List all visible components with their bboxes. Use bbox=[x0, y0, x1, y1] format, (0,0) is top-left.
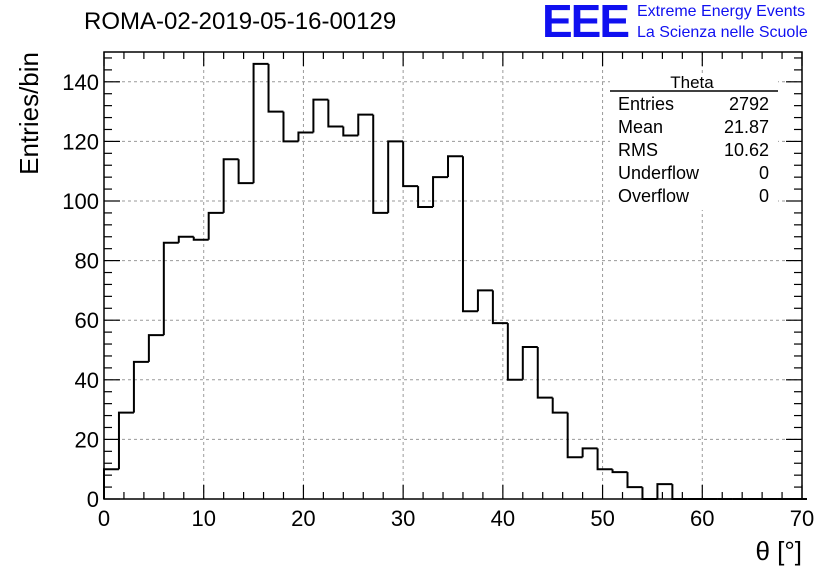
histogram-bin bbox=[342, 126, 359, 137]
histogram-bin bbox=[641, 487, 658, 500]
x-axis-label: θ [°] bbox=[755, 536, 802, 566]
stats-title: Theta bbox=[670, 73, 714, 92]
logo-subtitle-1: Extreme Energy Events bbox=[637, 3, 806, 20]
histogram-bin bbox=[506, 323, 523, 381]
histogram-bin bbox=[461, 156, 478, 313]
histogram-bin bbox=[551, 397, 568, 414]
eee-logo: EEE bbox=[542, 0, 630, 47]
stats-row-label: Entries bbox=[618, 94, 674, 114]
histogram-bin bbox=[252, 62, 269, 184]
y-tick-label: 80 bbox=[75, 249, 99, 274]
histogram-bin bbox=[671, 484, 688, 500]
histogram-bin bbox=[566, 412, 583, 459]
y-axis-label: Entries/bin bbox=[14, 52, 44, 175]
histogram-bin bbox=[372, 114, 389, 214]
histogram-bin bbox=[417, 186, 434, 208]
stats-row-label: Overflow bbox=[618, 186, 690, 206]
histogram-bin bbox=[132, 360, 149, 413]
histogram-bin bbox=[432, 176, 449, 207]
x-tick-label: 10 bbox=[191, 506, 215, 531]
x-tick-label: 40 bbox=[491, 506, 515, 531]
histogram-bin bbox=[147, 334, 164, 362]
histogram-bin bbox=[596, 448, 613, 471]
y-tick-label: 40 bbox=[75, 368, 99, 393]
y-tick-label: 120 bbox=[62, 129, 99, 154]
histogram-bin bbox=[117, 411, 134, 470]
y-tick-label: 140 bbox=[62, 70, 99, 95]
x-tick-label: 20 bbox=[291, 506, 315, 531]
axes: 0 10 20 30 40 50 60 70 0 20 40 60 80 100 120 140 θ [°] En… bbox=[14, 51, 814, 566]
histogram-bin bbox=[626, 472, 643, 489]
stats-box: Theta Entries 2792 Mean 21.87 RMS 10.62 Underfl… bbox=[610, 73, 778, 210]
x-tick-label: 0 bbox=[98, 506, 110, 531]
stats-row-value: 0 bbox=[759, 163, 769, 183]
stats-row-label: Mean bbox=[618, 117, 663, 137]
histogram-bin bbox=[192, 236, 209, 241]
histogram-bin bbox=[611, 469, 628, 474]
histogram-bin bbox=[327, 99, 344, 128]
histogram-bin bbox=[476, 289, 493, 312]
y-tick-label: 100 bbox=[62, 189, 99, 214]
x-tick-label: 60 bbox=[690, 506, 714, 531]
histogram-bin bbox=[357, 113, 374, 136]
histogram-bin bbox=[237, 159, 254, 185]
histogram-bin bbox=[162, 241, 179, 336]
histogram-bin bbox=[536, 347, 553, 399]
y-tick-label: 60 bbox=[75, 308, 99, 333]
histogram-bin bbox=[521, 346, 538, 380]
histogram-bin bbox=[656, 483, 673, 499]
histogram-bin bbox=[491, 290, 508, 325]
grid-lines bbox=[104, 52, 802, 499]
stats-row-label: RMS bbox=[618, 140, 658, 160]
chart-title: ROMA-02-2019-05-16-00129 bbox=[84, 8, 397, 35]
stats-row-label: Underflow bbox=[618, 163, 700, 183]
stats-row-value: 0 bbox=[759, 186, 769, 206]
stats-row-value: 21.87 bbox=[724, 117, 769, 137]
logo-subtitle-2: La Scienza nelle Scuole bbox=[637, 24, 808, 41]
y-tick-label: 20 bbox=[75, 427, 99, 452]
histogram-bin bbox=[282, 111, 299, 143]
y-tick-label: 0 bbox=[87, 487, 99, 512]
histogram-bin bbox=[402, 141, 419, 188]
histogram-bin bbox=[177, 235, 194, 243]
histogram-bin bbox=[297, 131, 314, 142]
stats-row-value: 2792 bbox=[729, 94, 769, 114]
histogram-bin bbox=[447, 155, 463, 178]
x-tick-label: 30 bbox=[391, 506, 415, 531]
histogram-bin bbox=[387, 140, 404, 213]
x-tick-label: 70 bbox=[790, 506, 814, 531]
stats-box-background bbox=[610, 74, 778, 210]
histogram-bin bbox=[267, 63, 284, 113]
x-tick-label: 50 bbox=[590, 506, 614, 531]
histogram-bin bbox=[207, 211, 224, 240]
plot-frame bbox=[103, 51, 803, 500]
histogram-bin bbox=[581, 447, 598, 458]
histogram-bin bbox=[222, 158, 239, 213]
stats-row-value: 10.62 bbox=[724, 140, 769, 160]
histogram bbox=[103, 62, 807, 500]
histogram-bin bbox=[103, 468, 119, 499]
histogram-bin bbox=[312, 98, 329, 133]
